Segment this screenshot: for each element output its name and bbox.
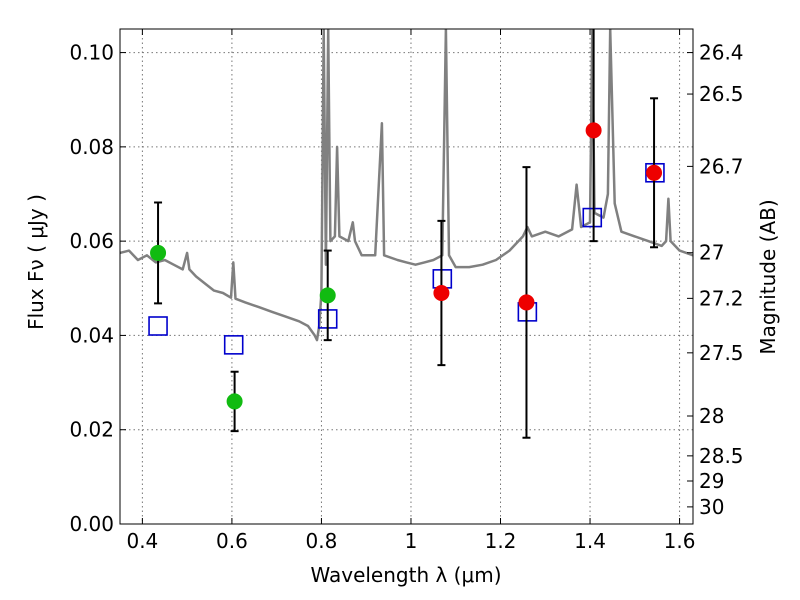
observed-point — [518, 294, 535, 311]
y2-tick-label: 27.5 — [699, 341, 744, 365]
axes-frame — [119, 28, 694, 525]
x-tick-label: 0.8 — [306, 529, 338, 553]
x-tick-label: 0.4 — [126, 529, 158, 553]
observed-point — [319, 287, 336, 304]
y-axis-title: Flux Fν ( μJy ) — [24, 194, 48, 330]
y2-tick-label: 26.5 — [699, 82, 744, 106]
y2-tick-label: 30 — [699, 495, 724, 519]
y-tick-label: 0.08 — [69, 135, 114, 159]
y2-tick-label: 28.5 — [699, 444, 744, 468]
observed-point — [150, 244, 167, 261]
y-tick-label: 0.10 — [69, 41, 114, 65]
x-tick-label: 1.6 — [664, 529, 696, 553]
axis-ticks: 0.4 0.6 0.8 1 1.2 1.4 1.6 0.00 0.02 0.04 0.06 0.08 0… — [69, 29, 744, 553]
y-tick-label: 0.04 — [69, 323, 114, 347]
y2-tick-label: 26.4 — [699, 41, 744, 65]
y2-tick-label: 27 — [699, 241, 724, 265]
y2-tick-label: 28 — [699, 404, 724, 428]
model-square-point — [582, 207, 603, 228]
spectrum-line — [120, 29, 693, 342]
y2-axis-title: Magnitude (AB) — [756, 199, 780, 354]
x-tick-label: 0.6 — [216, 529, 248, 553]
observed-point — [433, 285, 450, 301]
x-tick-label: 1.2 — [485, 529, 517, 553]
model-square-point — [148, 316, 168, 336]
y2-tick-label: 29 — [699, 469, 724, 493]
x-tick-label: 1 — [405, 529, 418, 553]
grid-lines — [120, 29, 693, 525]
observed-point — [585, 122, 602, 139]
model-square-point — [223, 335, 244, 355]
observed-point — [646, 164, 663, 181]
x-axis-title: Wavelength λ (μm) — [310, 563, 501, 587]
x-tick-label: 1.4 — [574, 529, 606, 553]
y-tick-label: 0.06 — [69, 229, 114, 253]
plot-area — [120, 29, 693, 439]
y2-tick-label: 26.7 — [699, 154, 744, 178]
y-tick-label: 0.02 — [69, 418, 114, 442]
y2-tick-label: 27.2 — [699, 286, 744, 310]
y-tick-label: 0.00 — [69, 512, 114, 536]
observed-point — [226, 393, 243, 410]
